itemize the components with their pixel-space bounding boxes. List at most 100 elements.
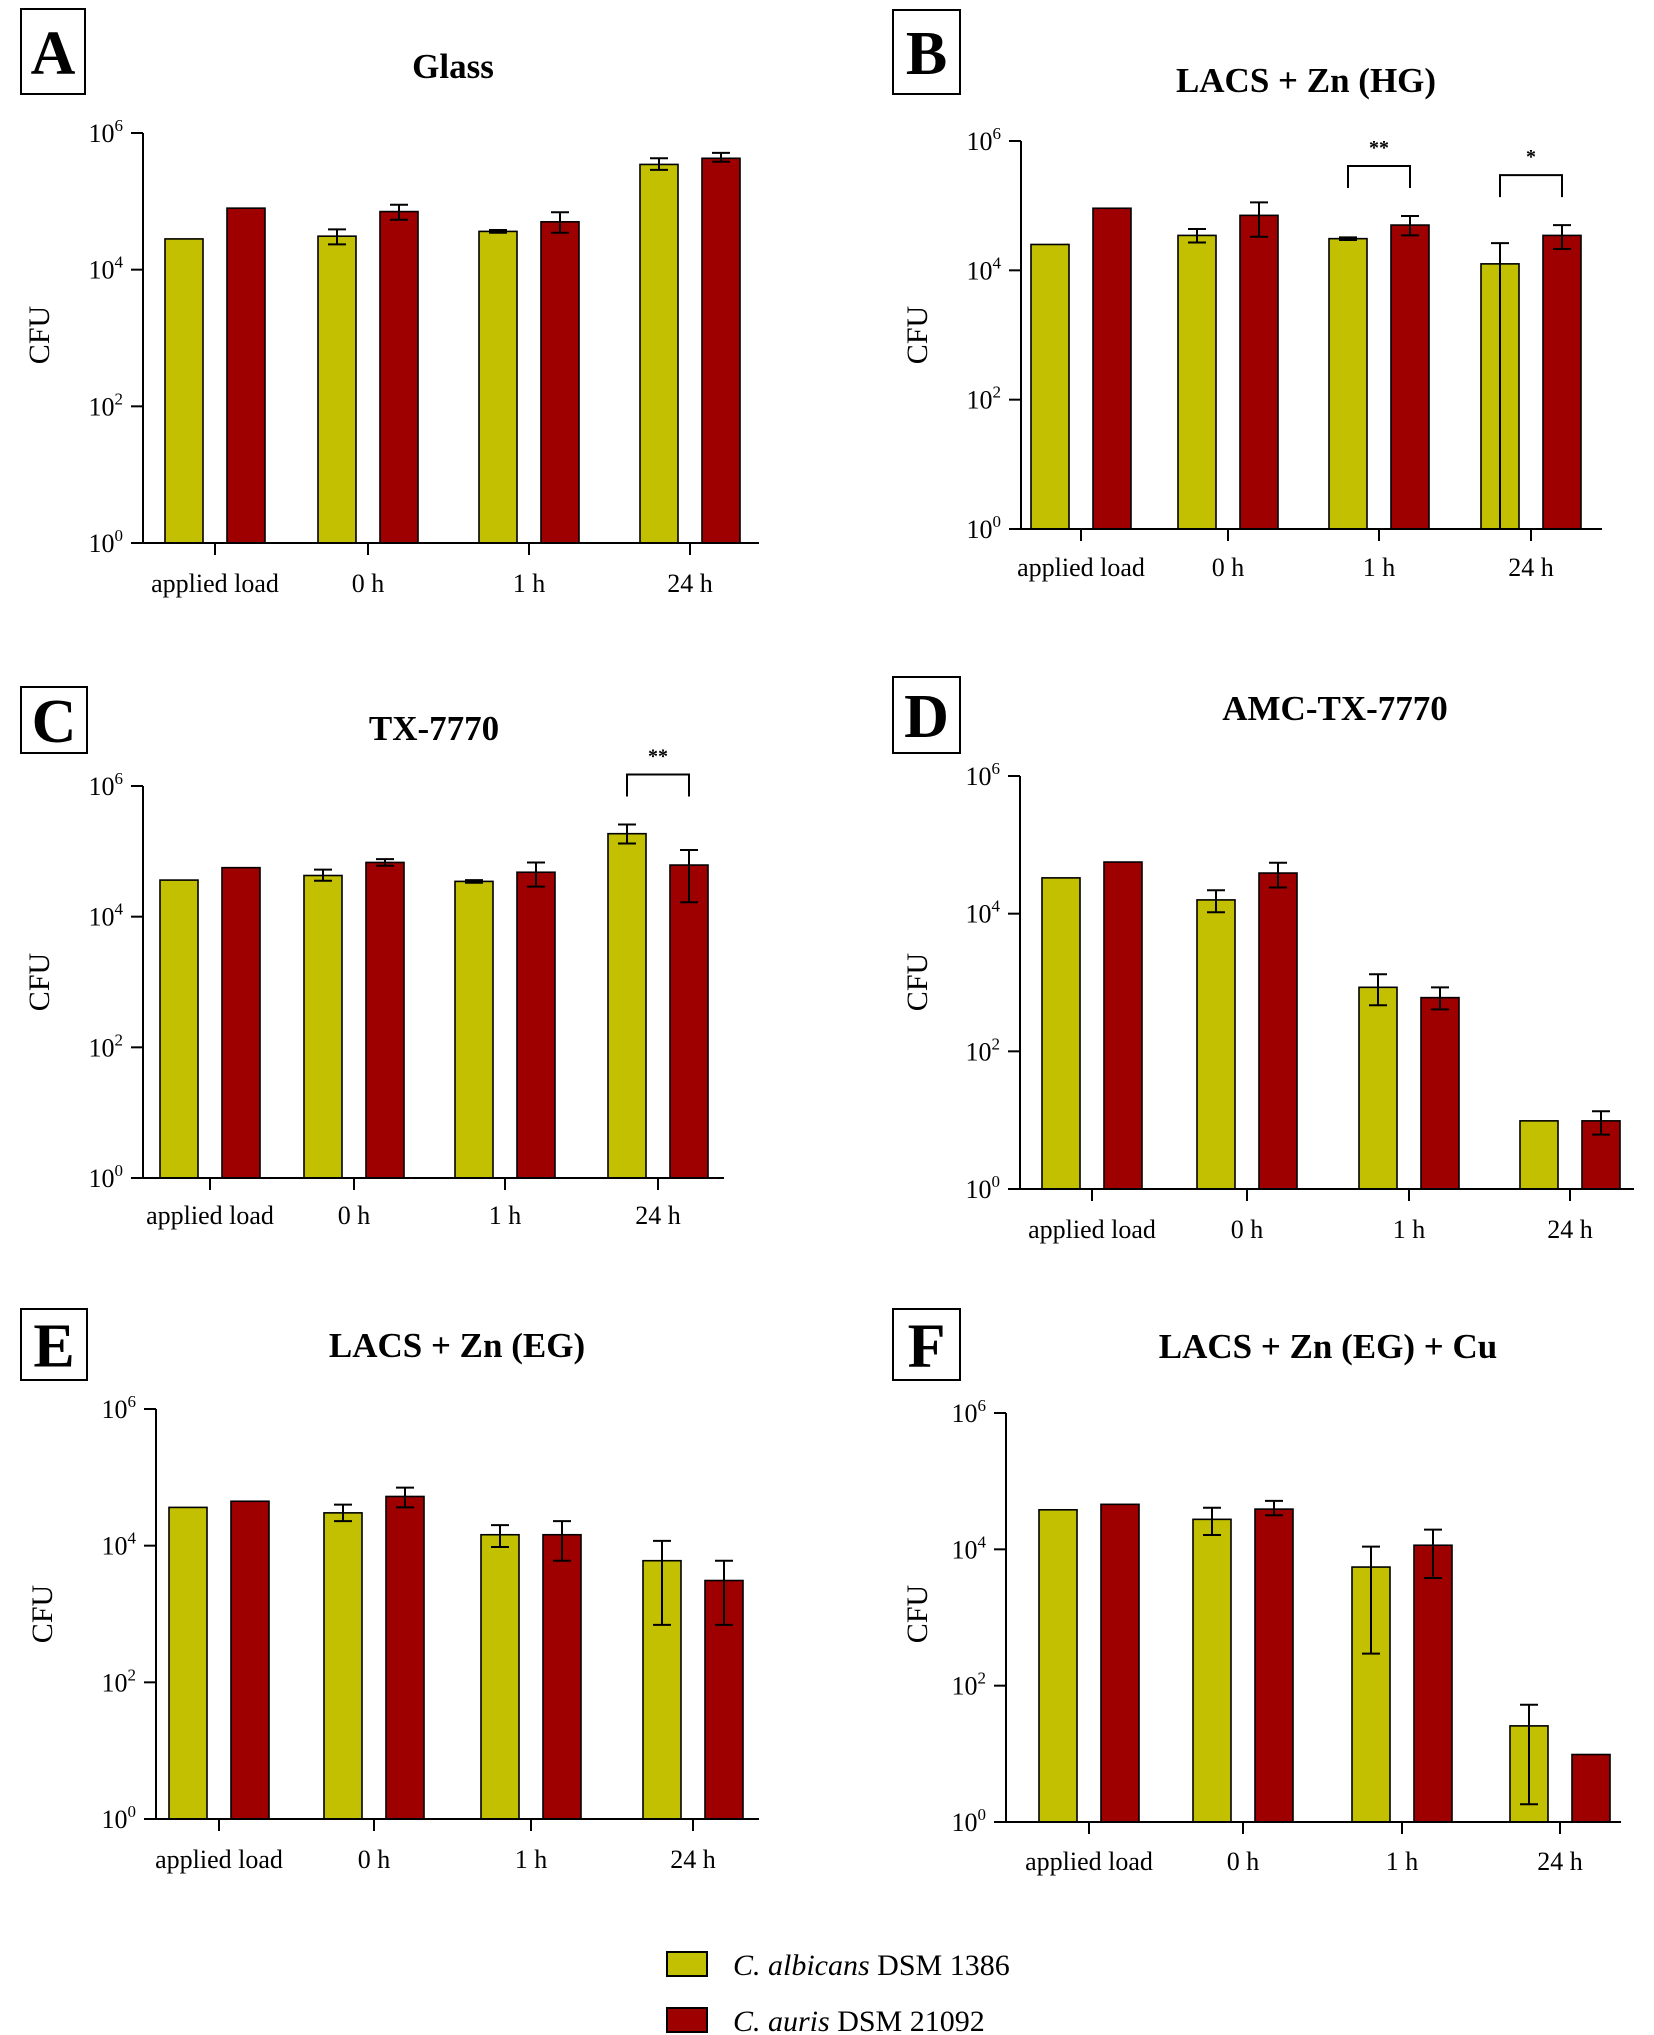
error-bar [1188, 227, 1206, 244]
error-bar [1269, 861, 1287, 889]
y-tick-label: 102 [967, 383, 1002, 415]
error-bar [712, 151, 730, 163]
panel-f: F LACS + Zn (EG) + CuCFU100102104106appli… [892, 1308, 1621, 1876]
x-tick-label: 24 h [635, 1201, 681, 1230]
bar-albicans [168, 1506, 208, 1820]
y-tick-exponent: 0 [992, 1172, 1001, 1191]
panel-letter: A [31, 20, 76, 88]
y-tick-exponent: 4 [115, 900, 124, 919]
y-tick-base: 10 [102, 1532, 128, 1561]
error-bar [680, 849, 698, 904]
error-bar [715, 1559, 733, 1626]
legend-label: C. auris DSM 21092 [733, 2005, 985, 2035]
bar-albicans [1038, 1508, 1078, 1823]
y-tick-base: 10 [952, 1672, 978, 1701]
error-bar [1592, 1110, 1610, 1136]
y-tick-base: 10 [952, 1399, 978, 1428]
bar-albicans [159, 879, 199, 1179]
legend-swatch [666, 1951, 708, 1977]
bar-albicans [323, 1512, 363, 1820]
panel-letter-box [892, 1308, 961, 1381]
y-tick-exponent: 6 [993, 124, 1002, 143]
bar-auris [516, 871, 556, 1179]
panel-letter-box [892, 676, 961, 754]
y-tick-label: 104 [89, 253, 124, 285]
y-tick-label: 104 [102, 1529, 137, 1561]
error-bar [653, 1539, 671, 1626]
error-bar [650, 157, 668, 171]
y-tick-exponent: 6 [115, 116, 124, 135]
panel-letter-box [20, 8, 86, 95]
y-tick-base: 10 [952, 1808, 978, 1837]
bar-albicans [1192, 1518, 1232, 1823]
y-tick-base: 10 [967, 386, 993, 415]
panel-letter: D [904, 683, 949, 751]
error-bar [1362, 1545, 1380, 1655]
x-tick-label: applied load [146, 1201, 274, 1230]
y-tick-base: 10 [89, 529, 115, 558]
y-tick-base: 10 [967, 127, 993, 156]
error-bar [1553, 224, 1571, 250]
bar-albicans [1177, 234, 1217, 530]
y-axis-label: CFU [901, 305, 934, 364]
bar-auris [669, 864, 709, 1179]
x-tick-label: 0 h [1227, 1847, 1260, 1876]
y-tick-label: 100 [966, 1172, 1001, 1204]
y-tick-base: 10 [967, 515, 993, 544]
chart-title: LACS + Zn (HG) [1176, 61, 1436, 100]
y-tick-base: 10 [967, 256, 993, 285]
y-tick-base: 10 [89, 256, 115, 285]
y-tick-label: 106 [952, 1396, 987, 1428]
y-tick-exponent: 0 [128, 1802, 137, 1821]
chart-title: TX-7770 [369, 709, 499, 748]
y-tick-exponent: 2 [978, 1669, 987, 1688]
x-tick-label: 0 h [358, 1845, 391, 1874]
error-bar [396, 1486, 414, 1509]
bar-auris [1420, 996, 1460, 1190]
y-tick-label: 100 [89, 1161, 124, 1193]
panel-letter: E [33, 1313, 74, 1381]
y-tick-label: 102 [952, 1669, 987, 1701]
legend-strain: DSM 21092 [830, 2005, 985, 2035]
y-tick-base: 10 [966, 1175, 992, 1204]
significance-bracket [1347, 165, 1411, 189]
y-tick-base: 10 [966, 1037, 992, 1066]
y-axis-label: CFU [901, 952, 934, 1011]
y-tick-base: 10 [89, 903, 115, 932]
significance-label: ** [1369, 137, 1389, 159]
bar-auris [542, 1533, 582, 1820]
x-tick-label: applied load [1017, 553, 1145, 582]
y-axis-label: CFU [23, 305, 56, 364]
error-bar [1491, 242, 1509, 529]
y-axis-label: CFU [23, 952, 56, 1011]
panel-letter: B [906, 20, 947, 88]
x-tick-label: 24 h [1547, 1215, 1593, 1244]
y-tick-base: 10 [89, 772, 115, 801]
x-tick-label: 1 h [515, 1845, 548, 1874]
y-tick-base: 10 [102, 1395, 128, 1424]
error-bar [1339, 236, 1357, 241]
significance-bracket [626, 773, 690, 797]
chart-title: LACS + Zn (EG) [329, 1326, 585, 1365]
bar-auris [1258, 872, 1298, 1190]
bar-albicans [639, 163, 679, 544]
error-bar [465, 879, 483, 884]
bar-auris [1239, 214, 1279, 530]
bar-auris [365, 861, 405, 1179]
bar-auris [221, 866, 261, 1179]
bar-albicans [1030, 243, 1070, 530]
bar-auris [1092, 207, 1132, 530]
y-tick-label: 100 [102, 1802, 137, 1834]
bar-auris [1542, 234, 1582, 530]
y-tick-label: 106 [967, 124, 1002, 156]
bar-albicans [303, 874, 343, 1179]
y-tick-label: 100 [967, 512, 1002, 544]
error-bar [1401, 215, 1419, 237]
x-tick-label: applied load [151, 569, 279, 598]
y-tick-exponent: 2 [115, 389, 124, 408]
bar-auris [1254, 1508, 1294, 1823]
y-tick-label: 102 [89, 389, 124, 421]
